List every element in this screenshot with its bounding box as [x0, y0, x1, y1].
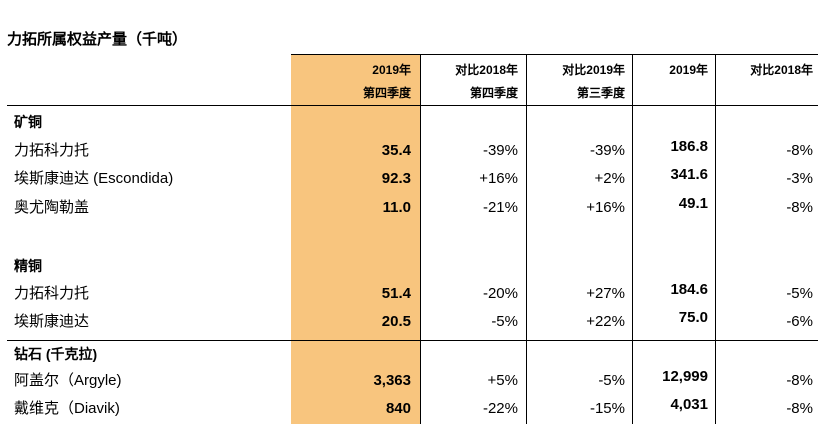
value-vs-2019-q3: -15% — [589, 400, 625, 417]
value-vs-2019-q3: +2% — [594, 170, 625, 187]
value-vs-2019-q3: -5% — [598, 372, 625, 389]
header-vs-2019-q3-year: 对比2019年 — [562, 63, 625, 77]
row-label: 戴维克（Diavik) — [14, 400, 120, 417]
value-2019-full-year: 341.6 — [670, 166, 708, 183]
value-vs-2018-q4: -39% — [482, 142, 518, 159]
value-vs-2018-q4: -20% — [482, 285, 518, 302]
value-2019-q4: 51.4 — [381, 285, 411, 302]
value-2019-full-year: 184.6 — [670, 281, 708, 298]
header-bottom-rule — [7, 105, 818, 106]
value-vs-2019-q3: +22% — [586, 313, 625, 330]
header-2019-q4-year: 2019年 — [372, 63, 411, 77]
value-2019-full-year: 186.8 — [670, 138, 708, 155]
value-vs-2018-full-year: -8% — [786, 372, 813, 389]
value-2019-full-year: 75.0 — [678, 309, 708, 326]
value-vs-2018-q4: -5% — [491, 313, 518, 330]
value-vs-2018-full-year: -8% — [786, 400, 813, 417]
section-divider-rule — [7, 340, 818, 341]
value-vs-2018-q4: +16% — [479, 170, 518, 187]
header-vs-2018-q4-quarter: 第四季度 — [469, 86, 518, 100]
value-vs-2018-q4: +5% — [487, 372, 518, 389]
row-label: 阿盖尔（Argyle) — [14, 372, 122, 389]
value-2019-q4: 11.0 — [382, 199, 411, 216]
header-2019-q4-quarter: 第四季度 — [362, 86, 411, 100]
highlight-column-2019-q4 — [291, 54, 420, 424]
row-label: 奥尤陶勒盖 — [14, 199, 90, 216]
header-2019-full-year: 2019年 — [669, 63, 708, 77]
column-divider-3 — [632, 54, 633, 424]
value-vs-2019-q3: +27% — [586, 285, 625, 302]
value-vs-2018-full-year: -8% — [786, 142, 813, 159]
column-divider-1 — [420, 54, 421, 424]
value-2019-q4: 92.3 — [381, 170, 411, 187]
value-vs-2019-q3: -39% — [589, 142, 625, 159]
header-vs-2018-q4-year: 对比2018年 — [455, 63, 518, 77]
value-2019-full-year: 12,999 — [662, 368, 708, 385]
column-divider-4 — [715, 54, 716, 424]
value-vs-2018-full-year: -5% — [786, 285, 813, 302]
header-vs-2018-full-year: 对比2018年 — [750, 63, 813, 77]
section-title-refined-copper: 精铜 — [14, 258, 42, 274]
value-2019-q4: 840 — [385, 400, 411, 417]
value-2019-q4: 3,363 — [373, 372, 411, 389]
value-vs-2018-full-year: -8% — [786, 199, 813, 216]
value-2019-full-year: 4,031 — [670, 396, 708, 413]
column-divider-2 — [526, 54, 527, 424]
header-vs-2019-q3-quarter: 第三季度 — [576, 86, 625, 100]
row-label: 力拓科力托 — [14, 142, 90, 159]
header-top-rule — [291, 54, 818, 55]
value-2019-q4: 35.4 — [381, 142, 411, 159]
value-vs-2018-full-year: -3% — [786, 170, 813, 187]
value-2019-full-year: 49.1 — [678, 195, 708, 212]
row-label: 埃斯康迪达 (Escondida) — [14, 170, 174, 187]
value-vs-2018-q4: -21% — [482, 199, 518, 216]
section-title-mined-copper: 矿铜 — [14, 114, 42, 130]
value-vs-2018-q4: -22% — [482, 400, 518, 417]
value-vs-2019-q3: +16% — [586, 199, 625, 216]
value-vs-2018-full-year: -6% — [786, 313, 813, 330]
table-title: 力拓所属权益产量（千吨） — [7, 31, 188, 48]
row-label: 埃斯康迪达 — [14, 313, 90, 330]
row-label: 力拓科力托 — [14, 285, 90, 302]
value-2019-q4: 20.5 — [381, 313, 411, 330]
section-title-diamonds: 钻石 (千克拉) — [14, 346, 98, 362]
